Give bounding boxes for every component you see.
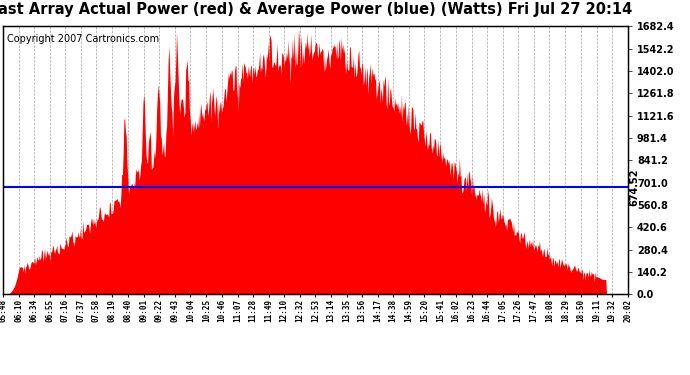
- Text: Copyright 2007 Cartronics.com: Copyright 2007 Cartronics.com: [7, 34, 159, 44]
- Text: East Array Actual Power (red) & Average Power (blue) (Watts) Fri Jul 27 20:14: East Array Actual Power (red) & Average …: [0, 2, 633, 17]
- Text: 674.52: 674.52: [629, 168, 639, 206]
- Text: 674.52: 674.52: [0, 168, 2, 206]
